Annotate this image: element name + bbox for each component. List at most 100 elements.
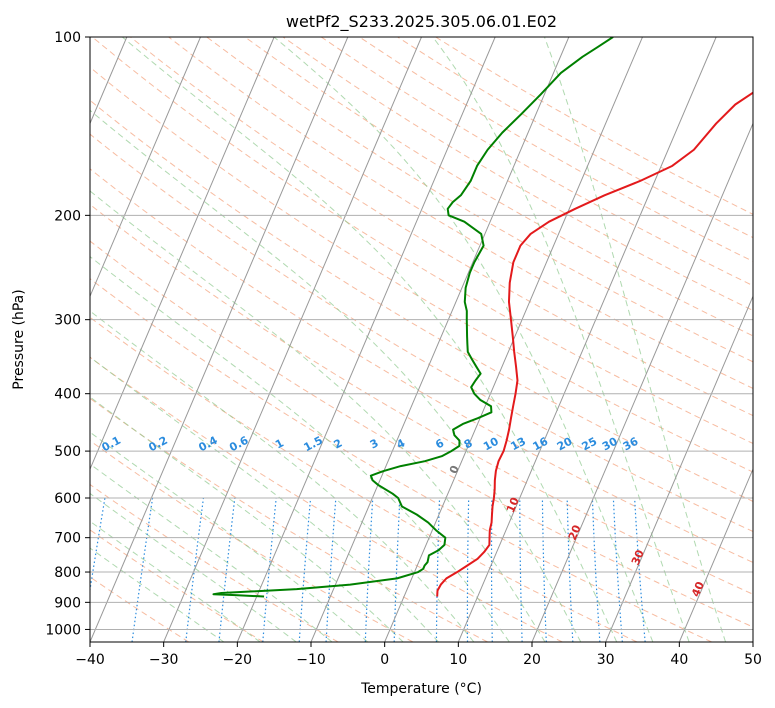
y-tick-label: 200: [54, 208, 81, 224]
moist-adiabat: [90, 492, 297, 642]
y-tick-label: 700: [54, 531, 81, 547]
moist-adiabat: [432, 37, 690, 642]
isotherm-label: 40: [689, 579, 707, 598]
x-tick-label: −10: [296, 652, 326, 668]
mixing-ratio-line: [519, 498, 523, 642]
y-axis: 100 200 300 400 500 600 700 800 900 1000: [45, 30, 90, 638]
x-tick-label: −40: [75, 652, 105, 668]
y-tick-label: 500: [54, 444, 81, 460]
plot-frame: [89, 36, 754, 643]
dry-adiabat: [90, 278, 712, 642]
isotherm: [752, 640, 753, 642]
x-tick-label: 40: [670, 652, 688, 668]
isotherm: [605, 295, 753, 642]
isotherm: [678, 467, 753, 642]
mixing-ratio-line: [325, 497, 337, 642]
mixing-ratio-label: 13: [508, 435, 528, 454]
moist-adiabat: [544, 37, 727, 642]
isotherm: [457, 37, 717, 642]
dry-adiabat: [90, 529, 264, 642]
dry-adiabat: [130, 37, 753, 417]
isotherm: [310, 37, 570, 642]
mixing-ratio-label: 2: [332, 436, 345, 451]
dry-adiabat: [90, 440, 414, 642]
dry-adiabat: [90, 240, 753, 628]
x-tick-label: 50: [744, 652, 762, 668]
moist-adiabat: [90, 255, 510, 642]
dry-adiabat: [90, 99, 753, 502]
moist-adiabat: [273, 37, 654, 642]
temperature-profile: [436, 91, 753, 597]
isotherm-label: 20: [566, 523, 584, 542]
y-tick-label: 1000: [45, 622, 81, 638]
pressure-gridlines: [90, 37, 753, 630]
dry-adiabat: [90, 133, 753, 533]
mixing-ratio-label: 10: [481, 435, 501, 454]
mixing-ratio-line: [218, 497, 236, 642]
x-tick-label: −20: [223, 652, 253, 668]
mixing-ratio-label: 4: [394, 436, 407, 451]
isotherm: [163, 37, 422, 642]
x-axis-label: Temperature (°C): [360, 681, 482, 697]
mixing-ratio-label: 1: [273, 436, 286, 451]
y-tick-label: 900: [54, 595, 81, 611]
isotherm: [90, 37, 275, 471]
moist-adiabat: [90, 431, 368, 642]
mixing-ratio-line: [262, 497, 277, 642]
background-lines: [90, 37, 753, 642]
moist-adiabat: [90, 109, 582, 642]
dry-adiabat: [91, 37, 753, 445]
profile-lines: [212, 37, 753, 598]
moist-adiabat: [90, 463, 333, 642]
moist-adiabat: [90, 520, 261, 642]
y-tick-label: 100: [54, 30, 81, 46]
moist-adiabat: [90, 396, 404, 642]
isotherm: [531, 122, 753, 642]
mixing-ratio-label: 20: [555, 435, 575, 454]
isotherm-label: 30: [629, 548, 647, 567]
mixing-ratio-label: 30: [600, 435, 620, 454]
y-tick-label: 800: [54, 565, 81, 581]
x-tick-label: 30: [597, 652, 615, 668]
x-tick-label: 10: [449, 652, 467, 668]
dry-adiabat: [244, 37, 753, 337]
dry-adiabat: [90, 356, 563, 642]
dry-adiabat: [90, 316, 638, 642]
x-tick-label: −30: [149, 652, 179, 668]
dry-adiabat: [206, 37, 753, 363]
dry-adiabat: [435, 37, 753, 215]
mixing-ratio-label: 36: [621, 435, 641, 454]
y-tick-label: 300: [54, 313, 81, 329]
y-tick-label: 400: [54, 387, 81, 403]
dry-adiabat: [168, 37, 753, 389]
moist-adiabat: [90, 356, 439, 642]
dry-adiabat: [90, 397, 488, 642]
moist-adiabat: [121, 37, 618, 642]
isotherm-label: 10: [504, 495, 522, 514]
isotherm: [90, 37, 201, 298]
dry-adiabat: [90, 576, 190, 642]
isotherm: [236, 37, 496, 642]
chart-title: wetPf2_S233.2025.305.06.01.E02: [286, 12, 557, 32]
isotherm: [90, 37, 349, 642]
mixing-ratio-line: [541, 498, 547, 642]
y-tick-label: 600: [54, 491, 81, 507]
dry-adiabat: [90, 483, 339, 642]
dry-adiabat-label: -10: [9, 427, 33, 450]
mixing-ratio-line: [90, 497, 106, 594]
line-labels: -100-90-80-70-60-50-40-30-20-100.10.20.4…: [9, 427, 708, 599]
dry-adiabat: [282, 37, 753, 312]
x-axis: −40 −30 −20 −10 0 10 20 30 40 50: [75, 642, 762, 668]
mixing-ratio-label: 25: [580, 435, 600, 454]
mixing-ratio-line: [393, 497, 401, 642]
y-axis-label: Pressure (hPa): [11, 289, 27, 389]
dewpoint-profile: [212, 37, 614, 598]
x-tick-label: 0: [380, 652, 389, 668]
moist-adiabat: [90, 310, 475, 642]
mixing-ratio-label: 16: [531, 435, 551, 454]
x-tick-label: 20: [523, 652, 541, 668]
dry-adiabat: [90, 203, 753, 595]
mixing-ratio-label: 3: [368, 436, 381, 451]
moist-adiabat: [90, 190, 546, 642]
